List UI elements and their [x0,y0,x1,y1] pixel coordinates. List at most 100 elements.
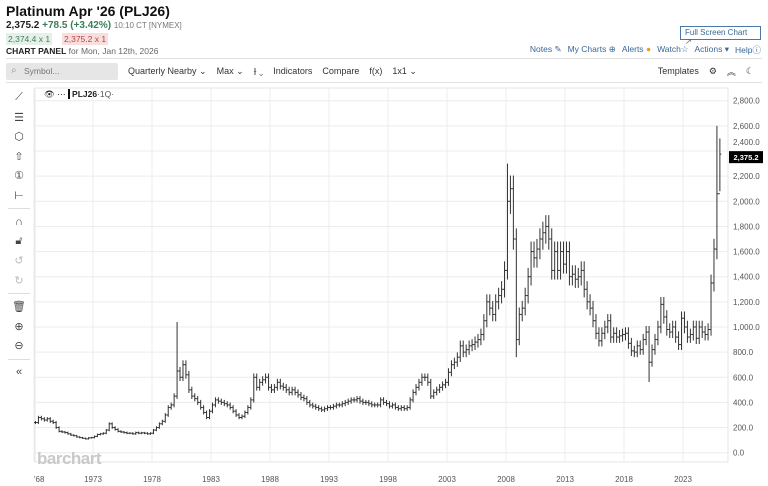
top-links: Notes ✎ My Charts ⊕ Alerts ● Watch☆ Acti… [530,44,761,56]
full-screen-chart-button[interactable]: Full Screen Chart ↗ [680,26,761,46]
ohlc-bar [697,320,701,345]
fx-button[interactable]: f(x) [369,66,383,76]
eye-icon[interactable]: 👁︎ ⋯ [44,89,66,99]
ohlc-bar [246,405,250,415]
templates-button[interactable]: Templates [657,66,699,76]
ohlc-bar [54,421,58,429]
help-link[interactable]: Helpⓘ [735,45,761,55]
star-icon: ☆ [680,44,689,54]
zoom-in-icon[interactable]: ⊕ [14,320,24,333]
x-tick-label: 1993 [320,475,338,484]
undo-icon[interactable]: ↺ [14,255,24,268]
y-tick-label: 1,200.0 [733,298,760,307]
x-tick-label: 2013 [556,475,574,484]
zoom-out-icon[interactable]: ⊖ [14,340,24,353]
number-marker-icon[interactable]: ① [14,170,24,183]
ohlc-bar [314,403,318,410]
ohlc-bar [623,327,627,341]
symbol-input[interactable] [6,62,118,80]
ohlc-bar [33,421,37,425]
ohlc-bar [243,410,247,419]
bar-type-select[interactable]: ⫲ ⌄ [253,65,264,76]
ohlc-bar [603,320,607,340]
ohlc-bar [376,402,380,408]
chevrons-up-icon[interactable]: ︽ [726,66,736,77]
price-chart[interactable]: 0.0 200.0 400.0 600.0 800.0 1,000.0 1,200.0 1,4… [0,85,768,486]
ohlc-bar [119,430,123,433]
quote-line: 2,375.2 +78.5 (+3.42%) 10:10 CT [NYMEX] [6,20,182,31]
ohlc-bar [36,415,40,425]
ohlc-bar [405,405,409,411]
my-charts-link[interactable]: My Charts ⊕ [567,44,616,54]
ohlc-bar [202,405,206,415]
trash-icon[interactable]: 🗑︎ [12,301,26,314]
actions-menu[interactable]: Actions ▾ [694,44,729,54]
ohlc-bar [573,265,577,288]
gear-icon[interactable]: ⚙ [708,65,717,76]
ohlc-bar [166,405,170,417]
ohlc-bar [594,314,598,340]
ohlc-bar [706,323,710,341]
chart-legend: 👁︎ ⋯ PLJ26·1Q· [44,89,114,100]
fib-icon[interactable]: ☰ [14,111,24,124]
ohlc-bar [500,281,504,304]
ohlc-bar [328,405,332,410]
ohlc-bar [116,428,120,433]
ohlc-bar [184,360,188,379]
ohlc-bar [337,402,341,408]
ohlc-bar [718,138,722,195]
ohlc-bar [370,401,374,408]
ohlc-bar [287,386,291,396]
ohlc-bar [63,430,67,434]
lock-icon[interactable]: 🔓︎ [15,234,23,247]
ohlc-bar [653,333,657,355]
alerts-link[interactable]: Alerts ● [621,44,652,54]
ohlc-bar [193,393,197,402]
ohlc-bar [393,402,397,410]
measure-icon[interactable]: ⊢ [14,189,24,202]
ohlc-bar [514,228,518,358]
layout-select[interactable]: 1x1 ⌄ [392,65,417,76]
arrow-up-icon[interactable]: ⇧ [14,150,24,163]
magnet-icon[interactable]: ∩ [15,215,23,228]
ohlc-bar [432,389,436,399]
notes-link[interactable]: Notes ✎ [529,44,562,54]
ohlc-bar [305,395,309,405]
moon-icon[interactable]: ☾ [745,65,754,76]
ohlc-bar [190,386,194,399]
ohlc-bar [668,323,672,339]
watch-link[interactable]: Watch☆ [657,44,689,54]
ohlc-bar [278,378,282,390]
range-select[interactable]: Max ⌄ [216,65,244,76]
bid: 2,374.4 x 1 [6,33,53,45]
ohlc-bar [644,325,648,346]
ohlc-bar [361,398,365,405]
ohlc-bar [700,320,704,339]
ohlc-bar [39,415,43,421]
shapes-icon[interactable]: ⬡ [14,131,24,144]
ohlc-bar [485,294,489,328]
indicators-button[interactable]: Indicators [273,66,313,76]
ohlc-bar [373,402,377,408]
ohlc-bar [609,314,613,343]
ohlc-bar [264,373,268,384]
ohlc-bar [641,333,645,355]
redo-icon[interactable]: ↻ [14,274,24,287]
ohlc-bar [146,432,150,435]
ohlc-bar [90,436,94,439]
pencil-line-icon[interactable]: ⟋ [15,91,23,104]
divider [6,58,762,59]
ohlc-bar [296,389,300,398]
ohlc-bar [199,399,203,410]
y-tick-label: 1,400.0 [733,273,760,282]
collapse-icon[interactable]: « [15,366,23,379]
ohlc-bar [435,386,439,396]
x-tick-label: 1998 [379,475,397,484]
period-select[interactable]: Quarterly Nearby ⌄ [128,65,207,76]
y-tick-label: 800.0 [733,348,754,357]
ohlc-bar [709,274,713,336]
ohlc-bar [216,397,220,404]
compare-button[interactable]: Compare [322,66,360,76]
ohlc-bar [556,241,560,280]
ohlc-bar [567,241,571,286]
